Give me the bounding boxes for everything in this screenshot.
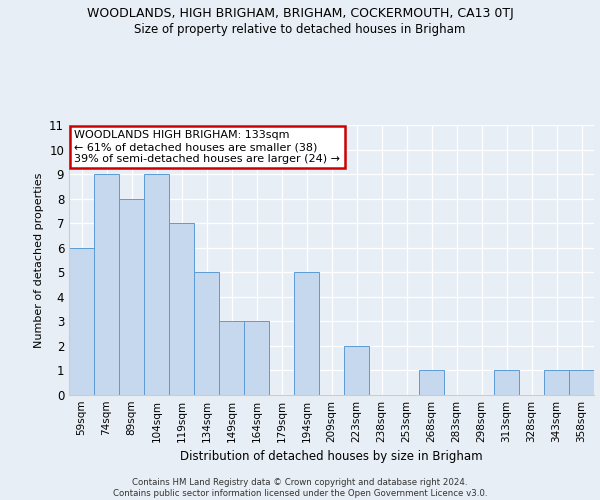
Bar xyxy=(569,370,594,395)
Text: WOODLANDS, HIGH BRIGHAM, BRIGHAM, COCKERMOUTH, CA13 0TJ: WOODLANDS, HIGH BRIGHAM, BRIGHAM, COCKER… xyxy=(86,8,514,20)
Text: Size of property relative to detached houses in Brigham: Size of property relative to detached ho… xyxy=(134,22,466,36)
Bar xyxy=(244,322,269,395)
Bar xyxy=(94,174,119,395)
Bar xyxy=(544,370,569,395)
Bar xyxy=(419,370,444,395)
Text: WOODLANDS HIGH BRIGHAM: 133sqm
← 61% of detached houses are smaller (38)
39% of : WOODLANDS HIGH BRIGHAM: 133sqm ← 61% of … xyxy=(74,130,340,164)
Bar xyxy=(144,174,169,395)
Text: Contains HM Land Registry data © Crown copyright and database right 2024.
Contai: Contains HM Land Registry data © Crown c… xyxy=(113,478,487,498)
Bar xyxy=(69,248,94,395)
Bar xyxy=(344,346,369,395)
Bar xyxy=(169,223,194,395)
X-axis label: Distribution of detached houses by size in Brigham: Distribution of detached houses by size … xyxy=(180,450,483,464)
Bar xyxy=(119,198,144,395)
Y-axis label: Number of detached properties: Number of detached properties xyxy=(34,172,44,348)
Bar xyxy=(294,272,319,395)
Bar xyxy=(194,272,219,395)
Bar xyxy=(219,322,244,395)
Bar xyxy=(494,370,519,395)
